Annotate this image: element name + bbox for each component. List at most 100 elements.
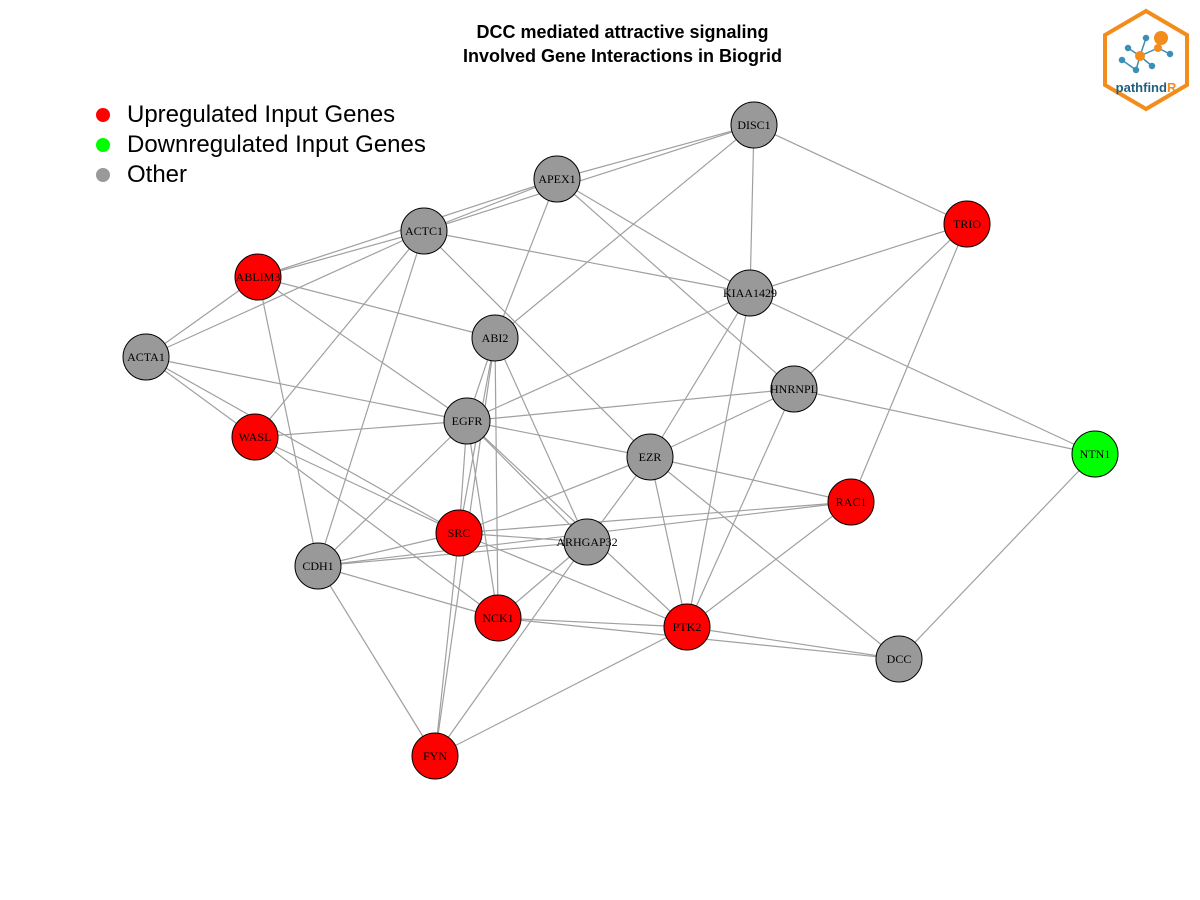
node-actc1[interactable]: ACTC1 bbox=[400, 207, 448, 255]
edge-abi2-nck1 bbox=[494, 337, 499, 619]
edge-ptk2-fyn bbox=[434, 626, 688, 757]
downregulated-dot-icon bbox=[96, 138, 110, 152]
edge-actc1-cdh1 bbox=[317, 230, 425, 567]
edge-abi2-arhgap32 bbox=[494, 337, 588, 543]
node-nck1[interactable]: NCK1 bbox=[474, 594, 522, 642]
node-circle[interactable] bbox=[122, 333, 170, 381]
node-circle[interactable] bbox=[471, 314, 519, 362]
node-disc1[interactable]: DISC1 bbox=[730, 101, 778, 149]
edge-acta1-egfr bbox=[145, 356, 468, 422]
node-label: DISC1 bbox=[737, 118, 770, 132]
node-ntn1[interactable]: NTN1 bbox=[1071, 430, 1119, 478]
logo-node-icon bbox=[1154, 44, 1162, 52]
node-trio[interactable]: TRIO bbox=[943, 200, 991, 248]
node-circle[interactable] bbox=[234, 253, 282, 301]
node-circle[interactable] bbox=[770, 365, 818, 413]
node-circle[interactable] bbox=[726, 269, 774, 317]
logo-node-icon bbox=[1154, 31, 1168, 45]
node-circle[interactable] bbox=[294, 542, 342, 590]
node-wasl[interactable]: WASL bbox=[231, 413, 279, 461]
edge-disc1-apex1 bbox=[556, 124, 755, 180]
node-circle[interactable] bbox=[730, 101, 778, 149]
node-src[interactable]: SRC bbox=[435, 509, 483, 557]
node-circle[interactable] bbox=[443, 397, 491, 445]
edge-ezr-ptk2 bbox=[649, 456, 688, 628]
node-ptk2[interactable]: PTK2 bbox=[663, 603, 711, 651]
node-circle[interactable] bbox=[533, 155, 581, 203]
node-acta1[interactable]: ACTA1 bbox=[122, 333, 170, 381]
node-fyn[interactable]: FYN bbox=[411, 732, 459, 780]
node-arhgap32[interactable]: ARHGAP32 bbox=[556, 518, 618, 566]
node-label: DCC bbox=[887, 652, 912, 666]
node-label: RAC1 bbox=[836, 495, 867, 509]
node-label: HNRNPL bbox=[770, 382, 818, 396]
edge-ablim3-abi2 bbox=[257, 276, 496, 339]
diagram-title: DCC mediated attractive signaling Involv… bbox=[0, 20, 1200, 68]
node-circle[interactable] bbox=[435, 509, 483, 557]
edge-arhgap32-fyn bbox=[434, 541, 588, 757]
edge-disc1-abi2 bbox=[494, 124, 755, 339]
edge-actc1-kiaa1429 bbox=[423, 230, 751, 294]
edge-kiaa1429-ezr bbox=[649, 292, 751, 458]
edge-apex1-actc1 bbox=[423, 178, 558, 232]
node-label: ARHGAP32 bbox=[556, 535, 617, 549]
edge-hnrnpl-ptk2 bbox=[686, 388, 795, 628]
node-dcc[interactable]: DCC bbox=[875, 635, 923, 683]
node-hnrnpl[interactable]: HNRNPL bbox=[770, 365, 818, 413]
node-circle[interactable] bbox=[411, 732, 459, 780]
edge-actc1-acta1 bbox=[145, 230, 425, 358]
node-circle[interactable] bbox=[875, 635, 923, 683]
edge-cdh1-fyn bbox=[317, 565, 436, 757]
node-rac1[interactable]: RAC1 bbox=[827, 478, 875, 526]
node-circle[interactable] bbox=[474, 594, 522, 642]
pathfindr-logo: pathfindR bbox=[1103, 8, 1189, 112]
node-ezr[interactable]: EZR bbox=[626, 433, 674, 481]
edge-kiaa1429-ntn1 bbox=[749, 292, 1096, 455]
node-label: NTN1 bbox=[1080, 447, 1111, 461]
edge-apex1-abi2 bbox=[494, 178, 558, 339]
edge-rac1-ptk2 bbox=[686, 501, 852, 628]
node-egfr[interactable]: EGFR bbox=[443, 397, 491, 445]
node-circle[interactable] bbox=[563, 518, 611, 566]
upregulated-dot-icon bbox=[96, 108, 110, 122]
legend-item-upregulated: Upregulated Input Genes bbox=[96, 100, 426, 130]
node-kiaa1429[interactable]: KIAA1429 bbox=[723, 269, 777, 317]
edge-trio-kiaa1429 bbox=[749, 223, 968, 294]
edge-actc1-wasl bbox=[254, 230, 425, 438]
node-apex1[interactable]: APEX1 bbox=[533, 155, 581, 203]
other-dot-icon bbox=[96, 168, 110, 182]
node-ablim3[interactable]: ABLIM3 bbox=[234, 253, 282, 301]
node-circle[interactable] bbox=[1071, 430, 1119, 478]
node-circle[interactable] bbox=[626, 433, 674, 481]
edge-src-ptk2 bbox=[458, 532, 688, 628]
legend-item-downregulated: Downregulated Input Genes bbox=[96, 130, 426, 160]
node-label: ACTA1 bbox=[127, 350, 165, 364]
node-abi2[interactable]: ABI2 bbox=[471, 314, 519, 362]
edge-apex1-kiaa1429 bbox=[556, 178, 751, 294]
edge-src-fyn bbox=[434, 532, 460, 757]
node-circle[interactable] bbox=[663, 603, 711, 651]
edge-ezr-src bbox=[458, 456, 651, 534]
edge-trio-hnrnpl bbox=[793, 223, 968, 390]
node-cdh1[interactable]: CDH1 bbox=[294, 542, 342, 590]
edge-disc1-trio bbox=[753, 124, 968, 225]
edge-ablim3-egfr bbox=[257, 276, 468, 422]
edge-egfr-arhgap32 bbox=[466, 420, 588, 543]
edge-kiaa1429-ptk2 bbox=[686, 292, 751, 628]
node-circle[interactable] bbox=[943, 200, 991, 248]
node-circle[interactable] bbox=[827, 478, 875, 526]
node-label: TRIO bbox=[953, 217, 981, 231]
node-label: NCK1 bbox=[482, 611, 513, 625]
node-label: EGFR bbox=[452, 414, 483, 428]
edge-ablim3-cdh1 bbox=[257, 276, 319, 567]
logo-text-main: pathfind bbox=[1116, 80, 1167, 95]
edge-ezr-rac1 bbox=[649, 456, 852, 503]
node-label: FYN bbox=[423, 749, 447, 763]
edge-wasl-nck1 bbox=[254, 436, 499, 619]
edge-ezr-dcc bbox=[649, 456, 900, 660]
edge-egfr-ezr bbox=[466, 420, 651, 458]
legend-label: Upregulated Input Genes bbox=[127, 101, 396, 128]
node-circle[interactable] bbox=[400, 207, 448, 255]
node-circle[interactable] bbox=[231, 413, 279, 461]
legend-label: Downregulated Input Genes bbox=[127, 131, 426, 158]
